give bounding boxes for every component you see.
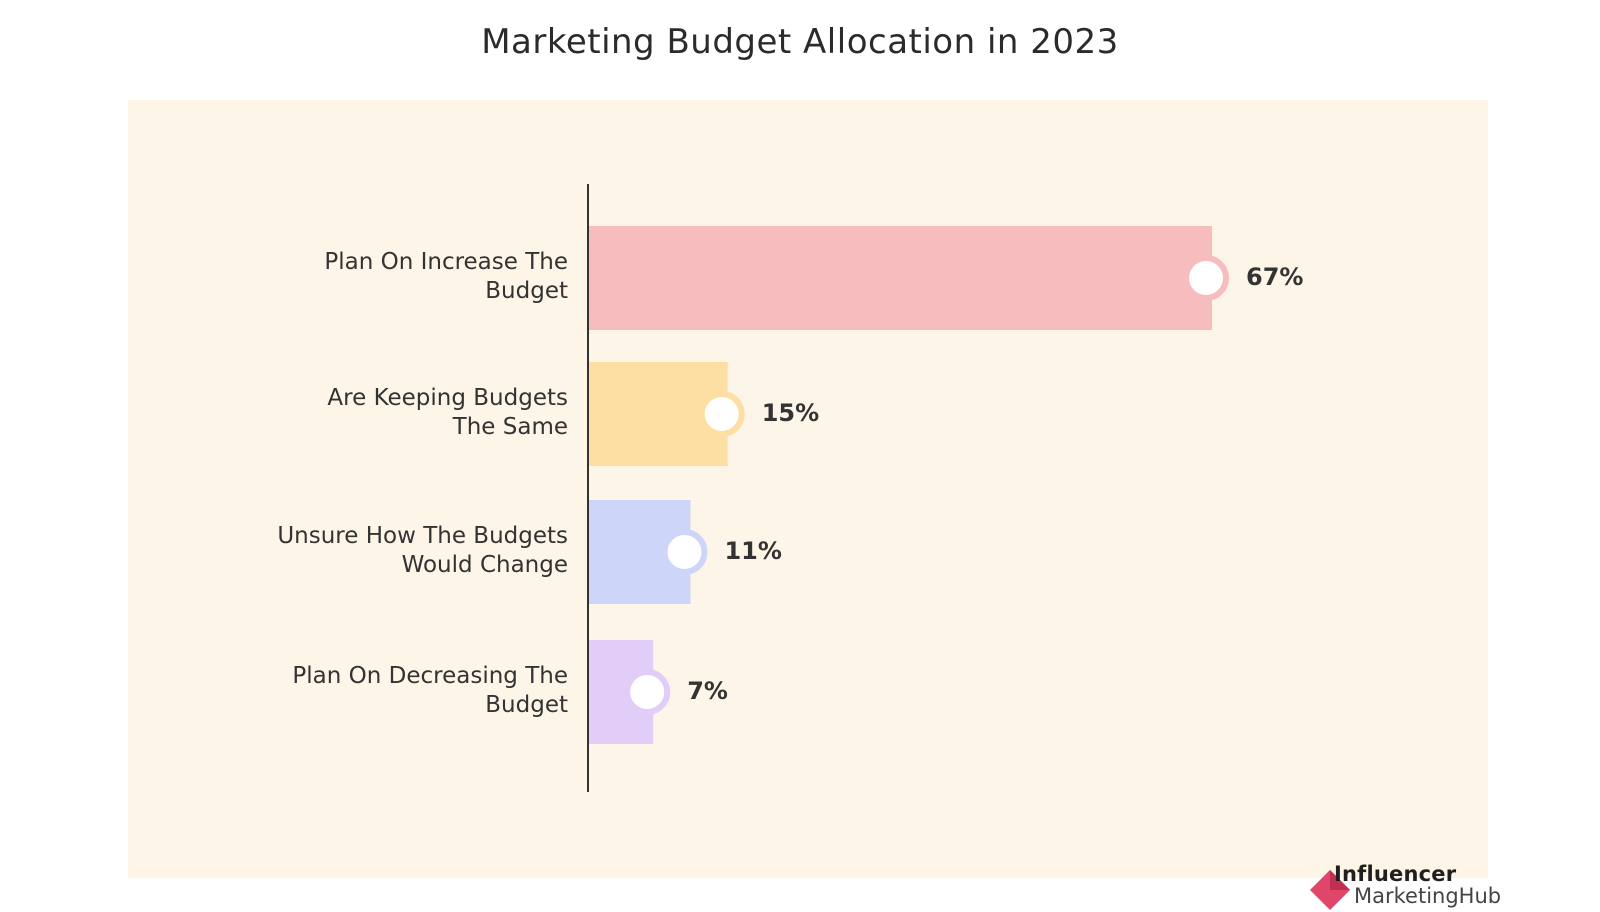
- value-label-3: 7%: [687, 677, 728, 705]
- chart-background: [128, 100, 1488, 878]
- bar-knob-3: [624, 669, 671, 715]
- category-label-2: Unsure How The Budgets Would Change: [277, 523, 568, 578]
- bar-0: [588, 226, 1212, 330]
- logo-text-marketinghub: MarketingHub: [1354, 884, 1502, 908]
- category-label-0: Plan On Increase The Budget: [324, 249, 568, 304]
- chart-title: Marketing Budget Allocation in 2023: [481, 22, 1119, 62]
- chart-panel: Influencer MarketingHub 67% Plan On Incre…: [128, 100, 1501, 910]
- brand-logo: Influencer MarketingHub: [1308, 862, 1538, 912]
- logo-text-influencer: Influencer: [1334, 862, 1457, 886]
- bar-knob-1: [698, 391, 745, 437]
- chart-svg: [128, 100, 1488, 878]
- category-label-1: Are Keeping Budgets The Same: [327, 385, 568, 440]
- value-label-0: 67%: [1246, 263, 1304, 291]
- category-label-3: Plan On Decreasing The Budget: [292, 663, 568, 718]
- bar-knob-0: [1183, 255, 1229, 301]
- value-label-2: 11%: [724, 537, 782, 565]
- bar-knob-2: [661, 529, 708, 575]
- value-label-1: 15%: [761, 399, 820, 427]
